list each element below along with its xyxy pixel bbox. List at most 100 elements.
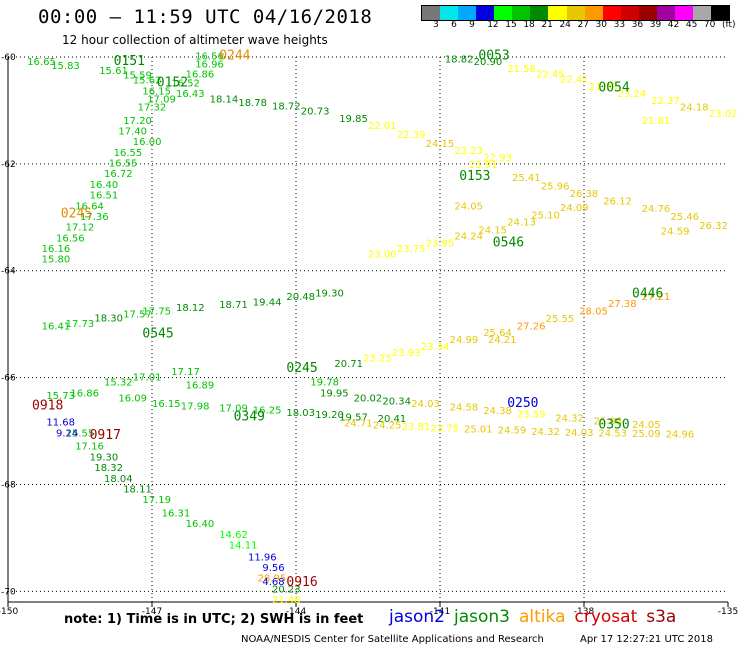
axis-tick-labels: -150 -147 -144 -141 -138 -135 -60 -62 -64 -66 -68 -…: [0, 53, 738, 617]
swh-value: 23.75: [430, 424, 459, 435]
credit-line: NOAA/NESDIS Center for Satellite Applica…: [241, 634, 544, 645]
swh-value: 17.32: [138, 102, 167, 113]
swh-value: 24.58: [450, 403, 479, 414]
swh-value: 19.78: [310, 378, 339, 389]
swh-value: 22.39: [397, 130, 426, 141]
legend-label: 21: [541, 20, 553, 30]
swh-value: 25.46: [670, 212, 699, 223]
pass-time-label: 0152: [157, 75, 188, 90]
swh-value: 23.00: [368, 249, 397, 260]
swh-value: 25.98: [594, 417, 623, 428]
legend-swatch: [494, 6, 513, 20]
swh-value: 17.98: [181, 402, 210, 413]
lon-tick-label: -150: [0, 607, 18, 617]
swh-value: 23.59: [517, 410, 546, 421]
lat-tick-label: -62: [1, 160, 16, 170]
swh-value: 15.61: [99, 66, 128, 77]
swh-value: 24.99: [450, 335, 479, 346]
swh-value: 25.64: [483, 328, 512, 339]
swh-value: 24.05: [632, 420, 661, 431]
swh-value: 17.36: [80, 212, 109, 223]
color-scale-labels: 3 6 9 12 15 18 21 24 27 30 33 36 39 42 45 70 (ft): [421, 20, 736, 34]
swh-value: 24.24: [454, 232, 483, 243]
swh-value: 22.93: [483, 153, 512, 164]
swh-value: 21.81: [642, 116, 671, 127]
lon-tick-label: -144: [286, 607, 307, 617]
swh-value: 24.59: [498, 426, 527, 437]
swh-value: 24.13: [507, 217, 536, 228]
swh-value: 23.34: [421, 342, 450, 353]
swh-value: 25.55: [546, 314, 575, 325]
swh-value: 25.96: [541, 182, 570, 193]
pass-time-label: 0054: [598, 81, 629, 96]
swh-value: 27.26: [517, 322, 546, 333]
swh-value: 20.34: [382, 396, 411, 407]
swh-value: 24.15: [478, 225, 507, 236]
swh-value: 11.68: [46, 418, 75, 429]
swh-value: 22.45: [536, 69, 565, 80]
swh-value: 20.90: [474, 57, 503, 68]
legend-swatch: [476, 6, 495, 20]
swh-value: 24.32: [555, 413, 584, 424]
swh-value: 16.40: [186, 519, 215, 530]
page-subtitle: 12 hour collection of altimeter wave hei…: [62, 33, 328, 47]
swh-value: 19.85: [339, 114, 368, 125]
lon-tick-label: -147: [142, 607, 162, 617]
swh-value: 18.12: [176, 303, 205, 314]
swh-value: 19.30: [90, 452, 119, 463]
swh-value: 26.32: [699, 221, 728, 232]
legend-swatch: [711, 6, 730, 20]
swh-value: 14.11: [229, 541, 258, 552]
swh-value: 24.09: [560, 203, 589, 214]
swh-value: 18.71: [219, 300, 248, 311]
swh-value: 17.16: [75, 442, 104, 453]
swh-value: 25.10: [531, 210, 560, 221]
swh-value: 15.73: [46, 391, 75, 402]
swh-value: 20.02: [354, 394, 383, 405]
swh-value: 16.51: [90, 191, 119, 202]
pass-time-label: 0546: [493, 236, 524, 251]
lon-tick-label: -135: [718, 607, 738, 617]
swh-value: 23.02: [709, 109, 738, 120]
legend-label: 45: [685, 20, 698, 30]
swh-value: 23.24: [618, 89, 647, 100]
swh-value: 18.04: [104, 474, 133, 485]
swh-value: 14.62: [219, 530, 248, 541]
pass-time-label: 0250: [507, 396, 538, 411]
swh-value: 18.78: [238, 98, 267, 109]
swh-value: 20.73: [301, 107, 330, 118]
swh-value: 18.32: [94, 463, 123, 474]
swh-value: 16.86: [70, 388, 99, 399]
lat-tick-label: -60: [1, 53, 16, 63]
legend-label: (ft): [721, 20, 736, 30]
swh-value: 16.16: [42, 244, 71, 255]
swh-value: 17.09: [219, 403, 248, 414]
swh-value: 28.05: [579, 307, 608, 318]
swh-value: 16.56: [56, 233, 85, 244]
legend-label: 24: [559, 20, 571, 30]
swh-value: 26.12: [603, 196, 632, 207]
swh-value: 24.38: [483, 406, 512, 417]
swh-value: 16.55: [109, 159, 138, 170]
swh-value: 16.86: [186, 69, 215, 80]
swh-value: 24.25: [373, 420, 402, 431]
swh-value: 20.41: [378, 414, 407, 425]
swh-value: 23.95: [426, 239, 455, 250]
swh-value: 16.65: [27, 57, 56, 68]
legend-swatch: [584, 6, 603, 20]
swh-value: 17.20: [123, 116, 152, 127]
pass-time-label: 0349: [234, 409, 265, 424]
swh-value: 24.18: [680, 102, 709, 113]
swh-value: 9.24: [56, 428, 78, 439]
pass-time-label: 0151: [114, 54, 145, 69]
swh-value: 18.03: [286, 408, 315, 419]
satellite-label-altika: altika: [519, 607, 566, 627]
legend-swatch: [422, 6, 441, 20]
satellite-label-jason3: jason3: [454, 607, 510, 627]
swh-value: 16.31: [162, 509, 191, 520]
swh-value: 11.96: [248, 552, 277, 563]
swh-value: 16.15: [152, 399, 181, 410]
swh-value: 16.56: [195, 52, 224, 63]
swh-value: 25.41: [512, 173, 541, 184]
